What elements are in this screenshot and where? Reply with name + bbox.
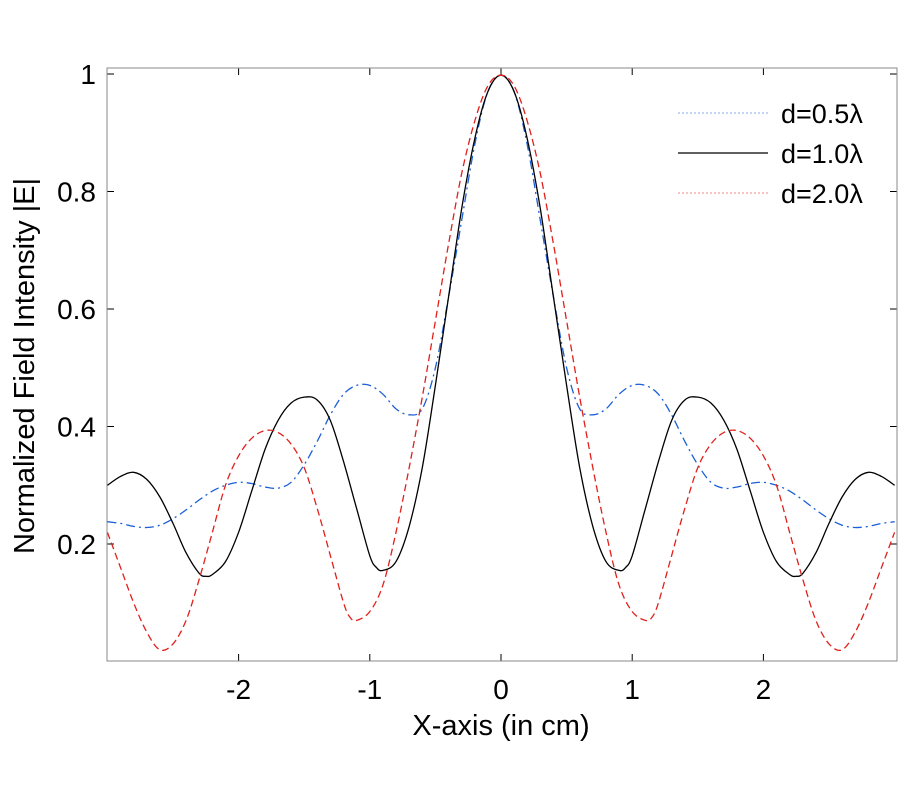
x-tick-label: 0 <box>493 674 509 705</box>
x-tick-label: -2 <box>226 674 251 705</box>
legend: d=0.5λ d=1.0λ d=2.0λ <box>678 99 863 209</box>
plot-background <box>107 68 897 661</box>
x-axis-label: X-axis (in cm) <box>412 710 589 742</box>
x-tick-label: -1 <box>357 674 382 705</box>
y-tick-label: 0.6 <box>57 294 96 325</box>
y-tick-label: 0.4 <box>57 412 96 443</box>
y-tick-label: 0.8 <box>57 177 96 208</box>
axis-labels: X-axis (in cm) Normalized Field Intensit… <box>9 178 590 742</box>
y-tick-label: 1 <box>80 59 96 90</box>
series-line-3 <box>107 74 896 652</box>
y-tick-label: 0.2 <box>57 529 96 560</box>
plot-area <box>107 68 897 661</box>
axes-frame <box>106 67 898 662</box>
x-tick-label: 2 <box>756 674 772 705</box>
legend-label: d=2.0λ <box>781 179 863 209</box>
series-lines <box>107 74 896 652</box>
axis-ticks: -2 -1 0 1 2 0.2 0.4 0.6 0.8 1 <box>57 59 897 705</box>
plot-frame <box>106 67 898 662</box>
x-tick-label: 1 <box>624 674 640 705</box>
legend-label: d=1.0λ <box>781 139 863 169</box>
y-axis-label: Normalized Field Intensity |E| <box>9 178 41 554</box>
legend-label: d=0.5λ <box>781 99 863 129</box>
